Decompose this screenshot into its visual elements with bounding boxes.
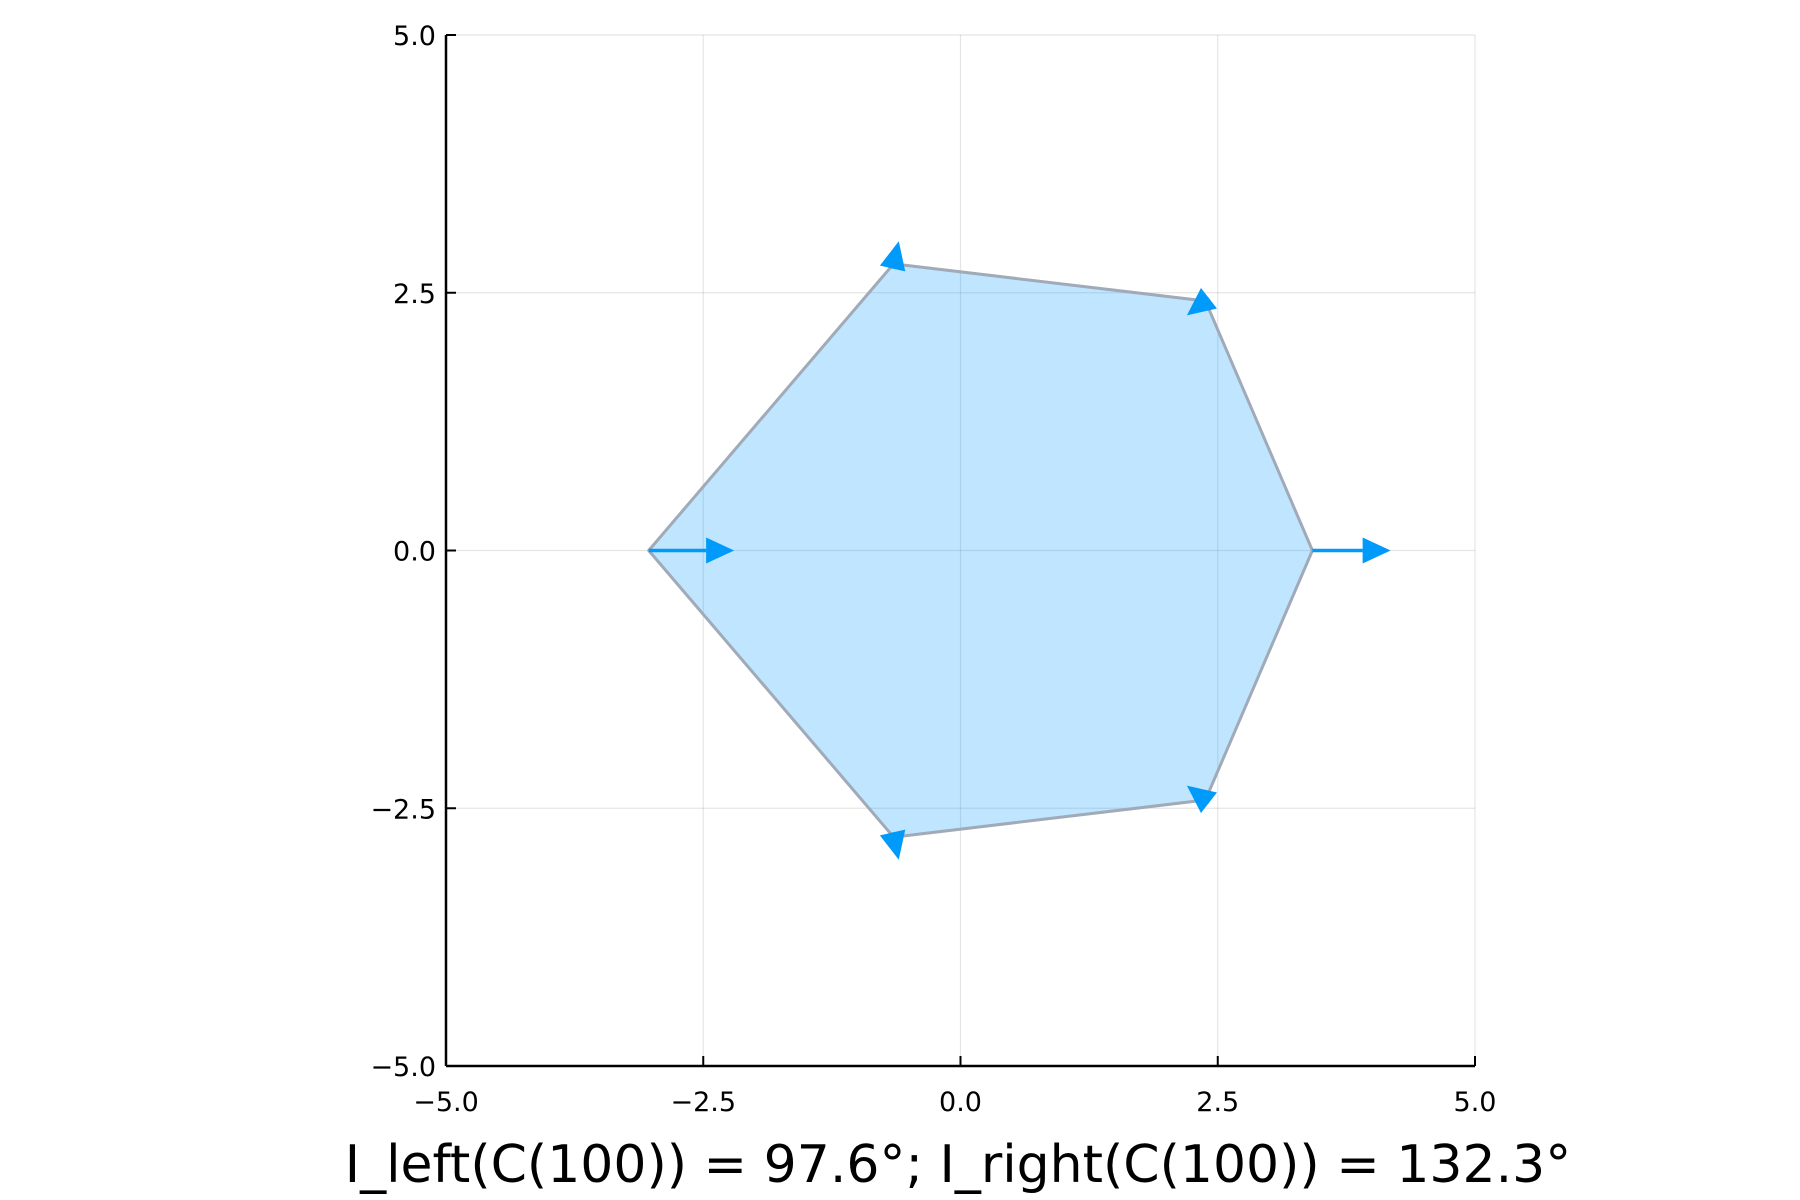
axes (444, 34, 1476, 1068)
polygon-layer (647, 262, 1314, 839)
vertex-arrow-head (1186, 287, 1217, 316)
y-tick-label: 0.0 (393, 537, 436, 568)
y-tick-label: −5.0 (370, 1052, 436, 1083)
vertex-arrow-head (879, 829, 906, 860)
vertex-arrow-head (706, 537, 735, 564)
tick-labels: −5.0 −2.5 0.0 2.5 5.0 −5.0 −2.5 0.0 2.5 5.0 (370, 21, 1496, 1118)
vertex-arrow-head (879, 241, 906, 272)
y-tick-label: 2.5 (393, 279, 436, 310)
x-axis-label: I_left(C(100)) = 97.6°; I_right(C(100)) … (345, 1135, 1571, 1195)
vertex-arrow-head (1362, 537, 1391, 564)
arrow-layer (648, 241, 1391, 860)
x-tick-label: −5.0 (413, 1087, 479, 1118)
vertex-arrow-head (1186, 785, 1217, 814)
x-tick-label: 2.5 (1196, 1087, 1239, 1118)
y-tick-label: 5.0 (393, 21, 436, 52)
x-tick-label: 5.0 (1454, 1087, 1497, 1118)
x-tick-label: −2.5 (670, 1087, 736, 1118)
x-tick-label: 0.0 (939, 1087, 982, 1118)
y-tick-label: −2.5 (370, 794, 436, 825)
hexagon-polygon (647, 262, 1314, 839)
